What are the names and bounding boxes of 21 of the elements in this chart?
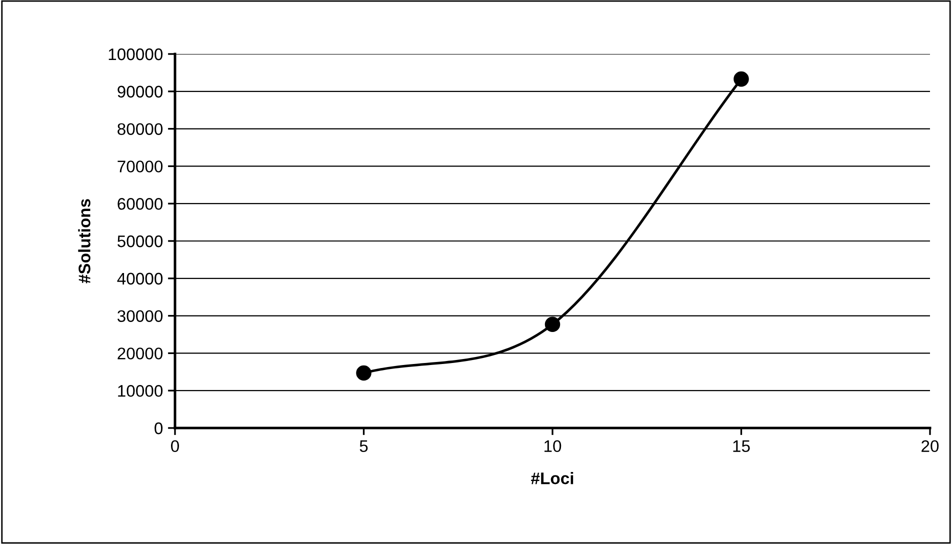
x-tick-label: 10 — [544, 440, 562, 452]
y-tick-label: 50000 — [118, 235, 163, 248]
x-axis-title: #Loci — [531, 472, 574, 484]
x-tick-label: 0 — [171, 440, 179, 452]
point — [356, 365, 372, 381]
x-tick-label: 5 — [360, 440, 368, 452]
x-tick-label: 20 — [922, 440, 939, 452]
point — [734, 71, 749, 87]
y-tick-label: 30000 — [117, 310, 163, 322]
y-tick-label: 0 — [154, 422, 163, 434]
y-tick-label: 10000 — [118, 385, 163, 397]
y-tick-label: 40000 — [117, 272, 163, 285]
y-tick-label: 90000 — [118, 86, 163, 98]
y-tick-label: 70000 — [118, 160, 163, 172]
y-tick-label: 100000 — [108, 48, 163, 60]
point — [544, 316, 560, 332]
y-tick-label: 20000 — [118, 348, 163, 360]
y-axis-title: #Solutions — [78, 199, 90, 284]
x-tick-label: 15 — [733, 440, 750, 452]
y-tick-label: 60000 — [118, 198, 163, 210]
y-tick-label: 80000 — [118, 123, 163, 136]
